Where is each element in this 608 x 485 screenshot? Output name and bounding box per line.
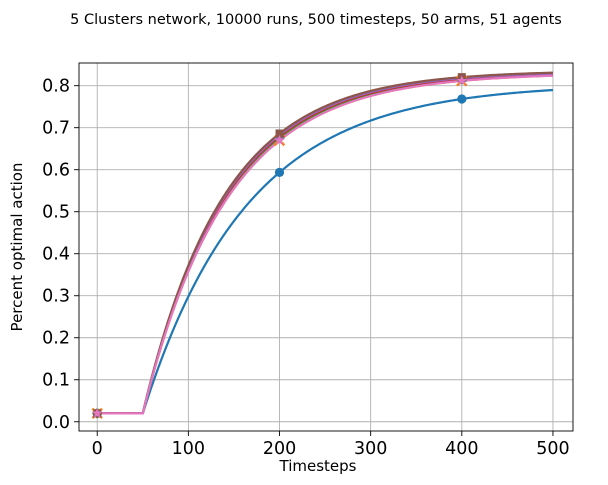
y-tick-label: 0.1 — [42, 371, 70, 391]
y-tick-label: 0.8 — [42, 77, 70, 97]
chart-title: 5 Clusters network, 10000 runs, 500 time… — [70, 12, 562, 28]
series-line-1 — [97, 88, 554, 415]
y-tick-label: 0.5 — [42, 203, 70, 223]
series-marker-1 — [457, 94, 467, 104]
series-marker-1 — [274, 167, 285, 177]
series-line-7 — [97, 74, 553, 415]
x-tick-label: 500 — [536, 439, 569, 459]
y-tick-label: 0.6 — [42, 161, 70, 181]
grid — [79, 63, 573, 431]
series-marker-7 — [274, 134, 285, 145]
y-tick-label: 0.3 — [42, 287, 70, 307]
series-lines — [97, 71, 554, 415]
x-tick-label: 100 — [172, 439, 205, 459]
series-line-2 — [97, 74, 553, 415]
series-markers — [91, 73, 468, 420]
x-tick-label: 0 — [92, 439, 103, 459]
axis-ticks: 0 100 200 300 400 500 0.0 0.1 0.2 0.3 0.4 0.5 0.6 0.7… — [42, 77, 569, 459]
y-tick-label: 0.0 — [42, 413, 70, 433]
series-line-5 — [97, 72, 553, 415]
series-line-4 — [97, 73, 553, 415]
plot-frame — [78, 62, 574, 432]
x-tick-label: 400 — [445, 439, 478, 459]
y-tick-label: 0.4 — [42, 245, 70, 265]
series-line-3 — [97, 73, 553, 415]
y-tick-label: 0.7 — [42, 119, 70, 139]
series-line-6 — [97, 71, 553, 415]
x-tick-label: 200 — [263, 439, 296, 459]
x-tick-label: 300 — [354, 439, 387, 459]
series-marker-6 — [275, 129, 284, 138]
y-tick-label: 0.2 — [42, 329, 70, 349]
y-axis-label: Percent optimal action — [8, 163, 26, 332]
series-marker-7 — [456, 75, 468, 86]
series-marker-7 — [91, 407, 103, 418]
x-axis-label: Timesteps — [279, 457, 357, 475]
